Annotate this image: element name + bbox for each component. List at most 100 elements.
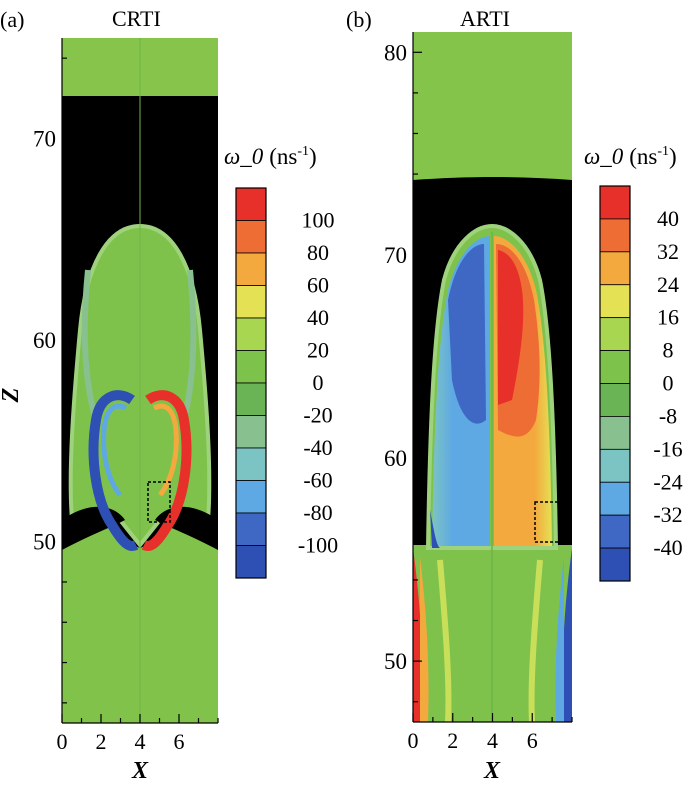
x-axis-label-b: X (483, 758, 501, 784)
colorbar-level-label: 100 (302, 208, 335, 233)
colorbar-swatch (235, 350, 267, 384)
spike-left-b (413, 548, 423, 722)
colorbar-swatch (235, 512, 267, 546)
colorbar-level-label: 24 (657, 272, 679, 297)
x-tick-label: 4 (487, 728, 498, 753)
colorbar-a: ω_0 (ns-1) 100 80 60 40 20 0 -20 -40 -60 -80 -100 (224, 144, 338, 579)
y-ticks-b: 50 60 70 80 (384, 40, 422, 703)
y-tick-label: 80 (384, 40, 407, 65)
colorbar-level-label: 0 (663, 371, 674, 396)
vortex-blue (88, 390, 139, 551)
colorbar-b-symbol: ω_0 (584, 144, 624, 169)
colorbar-a-title: ω_0 (ns-1) (224, 144, 317, 169)
x-axis-label-a: X (131, 758, 149, 784)
colorbar-a-swatches (235, 187, 267, 579)
colorbar-level-label: -80 (303, 500, 332, 525)
colorbar-swatch (599, 284, 631, 319)
colorbar-swatch (599, 350, 631, 384)
dotted-box-a (147, 481, 171, 523)
y-ticks-a: 50 60 70 (33, 57, 71, 704)
x-tick-label: 4 (135, 729, 146, 754)
colorbar-b-labels: 40 32 24 16 8 0 -8 -16 -24 -32 -40 (653, 206, 682, 560)
y-axis-label-a: Z (0, 387, 24, 403)
colorbar-swatch (599, 416, 631, 450)
panel-a-label: (a) (0, 7, 24, 32)
vortex-red (141, 390, 192, 551)
spike-right-b (562, 548, 572, 722)
colorbar-b-unit: ns (637, 144, 658, 169)
dotted-box-b (534, 501, 560, 543)
colorbar-level-label: 8 (663, 338, 674, 363)
colorbar-swatch (235, 480, 267, 514)
colorbar-frame (235, 187, 267, 579)
colorbar-level-label: -20 (303, 403, 332, 428)
upper-field-b (413, 32, 572, 180)
y-tick-label: 60 (384, 446, 407, 471)
spike-left-orange (420, 556, 429, 722)
panel-b-title: ARTI (460, 6, 510, 31)
colorbar-frame (599, 185, 631, 582)
colorbar-swatch (599, 514, 631, 549)
colorbar-swatch (235, 220, 267, 254)
colorbar-level-label: 40 (307, 305, 329, 330)
colorbar-a-symbol: ω_0 (224, 144, 264, 169)
colorbar-swatch (235, 415, 267, 449)
colorbar-level-label: -24 (653, 469, 682, 494)
colorbar-level-label: 16 (657, 305, 679, 330)
x-ticks-a: 0 2 4 6 (57, 714, 219, 754)
colorbar-level-label: -16 (653, 436, 682, 461)
colorbar-swatch (235, 447, 267, 481)
colorbar-level-label: 40 (657, 206, 679, 231)
vortex-red-inner (152, 403, 179, 497)
colorbar-level-label: -100 (298, 533, 338, 558)
colorbar-level-label: -40 (653, 535, 682, 560)
vortex-blue-inner (101, 403, 128, 497)
y-tick-label: 50 (33, 530, 56, 555)
colorbar-b-swatches (599, 185, 631, 582)
plot-area-a (62, 38, 218, 723)
colorbar-a-unit-exp: -1 (297, 144, 309, 159)
colorbar-swatch (599, 251, 631, 286)
colorbar-level-label: -60 (303, 468, 332, 493)
colorbar-a-labels: 100 80 60 40 20 0 -20 -40 -60 -80 -100 (298, 208, 338, 558)
colorbar-swatch (235, 285, 267, 319)
colorbar-level-label: 80 (307, 240, 329, 265)
x-tick-label: 6 (527, 728, 538, 753)
wisp-left-a (81, 269, 99, 421)
colorbar-b-unit-exp: -1 (657, 144, 669, 159)
colorbar-swatch (599, 317, 631, 351)
y-tick-label: 70 (33, 127, 56, 152)
panel-b: (b) ARTI (346, 6, 683, 784)
y-tick-label: 70 (384, 243, 407, 268)
x-tick-label: 6 (174, 729, 185, 754)
plot-area-b (413, 32, 572, 722)
bubble-left-deepblue (448, 244, 486, 424)
colorbar-swatch (235, 252, 267, 286)
bubble-left-edge (430, 510, 440, 548)
spike-right-cyan (555, 556, 564, 722)
colorbar-swatch (599, 218, 631, 253)
colorbar-level-label: 60 (307, 273, 329, 298)
panel-a: (a) CRTI (0, 6, 338, 784)
colorbar-swatch (235, 187, 267, 221)
colorbar-swatch (235, 317, 267, 351)
y-tick-label: 50 (384, 649, 407, 674)
colorbar-swatch (599, 547, 631, 582)
panel-a-title: CRTI (112, 6, 161, 31)
wisp-right-a (181, 269, 197, 421)
bubble-right-deepred (498, 250, 524, 405)
x-tick-label: 0 (57, 729, 68, 754)
colorbar-level-label: 32 (657, 239, 679, 264)
colorbar-b-title: ω_0 (ns-1) (584, 144, 677, 169)
colorbar-level-label: 0 (313, 370, 324, 395)
colorbar-swatch (235, 382, 267, 416)
colorbar-swatch (599, 185, 631, 220)
x-tick-label: 2 (96, 729, 107, 754)
colorbar-level-label: -8 (659, 403, 677, 428)
colorbar-level-label: -32 (653, 502, 682, 527)
x-tick-label: 0 (408, 728, 419, 753)
colorbar-b: ω_0 (ns-1) 40 32 24 16 8 0 -8 -16 -24 -32 -40 (584, 144, 683, 582)
colorbar-level-label: -40 (303, 435, 332, 460)
colorbar-swatch (599, 481, 631, 516)
